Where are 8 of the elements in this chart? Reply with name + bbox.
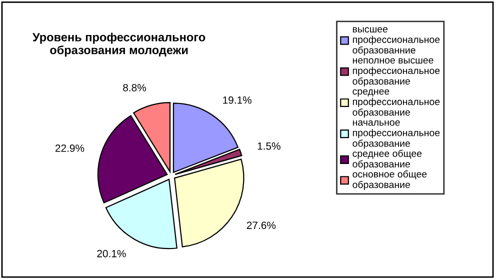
data-label: 8.8% [123,84,146,92]
data-label: 22.9% [55,144,84,152]
legend-label: основное общее образование [352,170,427,190]
data-label: 1.5% [258,142,280,150]
text: Уровень профессионального образования молодежи [32,32,206,57]
data-label: 20.1% [97,250,126,258]
data-label: 19.1% [223,96,252,104]
data-label: 27.6% [246,222,276,230]
